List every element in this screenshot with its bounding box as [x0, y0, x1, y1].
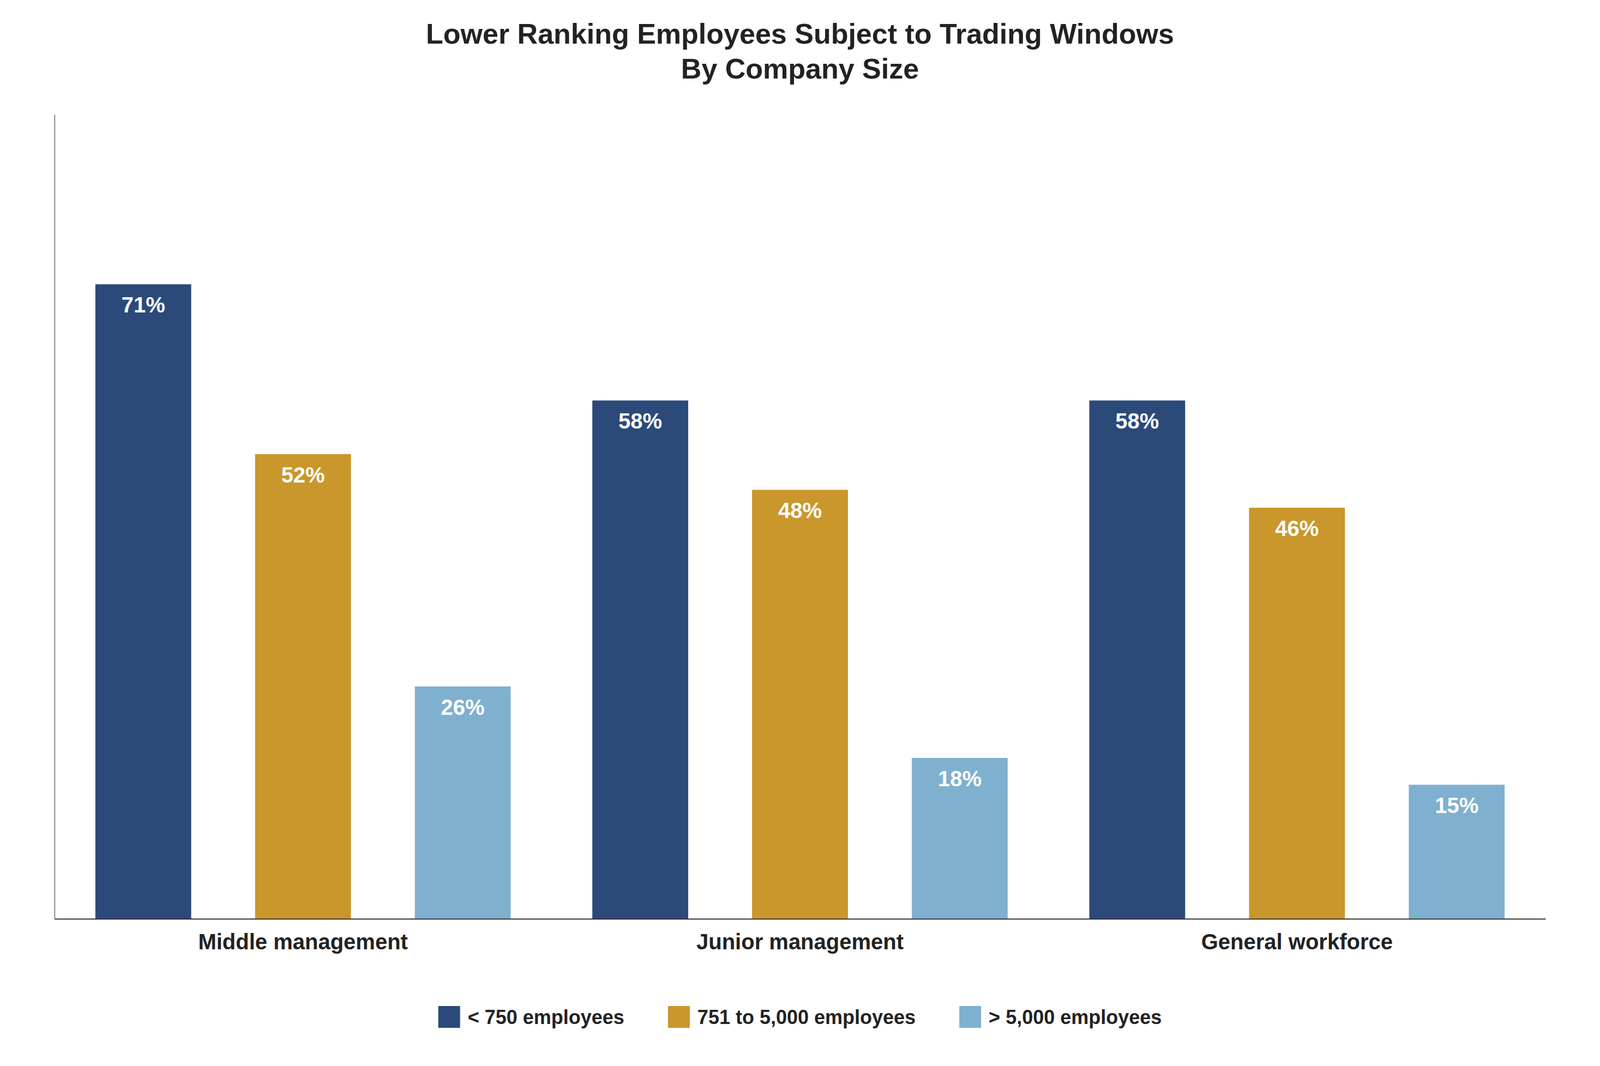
x-tick: General workforce — [1201, 918, 1393, 954]
legend-swatch — [668, 1006, 690, 1028]
legend-label: 751 to 5,000 employees — [697, 1006, 916, 1029]
x-tick: Middle management — [197, 918, 408, 954]
data-label: 52% — [281, 462, 326, 487]
bars — [95, 284, 1505, 919]
legend-label: > 5,000 employees — [988, 1006, 1162, 1029]
title-line: Lower Ranking Employees Subject to Tradi… — [425, 17, 1175, 50]
x-tick: Junior management — [696, 918, 904, 954]
x-tick-label: General workforce — [1201, 929, 1393, 954]
data-label: 58% — [1115, 408, 1159, 433]
legend-swatch — [438, 1006, 461, 1028]
bar — [95, 284, 192, 919]
data-labels: 71% 58% 58% 52% 48% 46% 26% 18% 15% — [121, 292, 1479, 818]
data-label: 58% — [618, 408, 663, 433]
bar — [255, 454, 352, 919]
data-label: 18% — [937, 766, 982, 791]
data-label: 46% — [1274, 516, 1319, 541]
data-label: 26% — [441, 695, 485, 720]
x-tick-label: Junior management — [696, 929, 904, 954]
x-axis: Middle management Junior management Genera… — [55, 918, 1547, 954]
legend-swatch — [959, 1006, 982, 1028]
legend-item: < 750 employees — [438, 1006, 625, 1029]
data-label: 71% — [121, 292, 166, 317]
plot: 71% 58% 58% 52% 48% 46% 26% 18% 15% Middle manage… — [55, 115, 1547, 955]
legend: < 750 employees 751 to 5,000 employees > 5… — [438, 1006, 1163, 1029]
bar — [1248, 507, 1345, 919]
x-tick-label: Middle management — [197, 929, 408, 954]
bar — [414, 686, 511, 919]
legend-item: > 5,000 employees — [959, 1006, 1162, 1029]
bar-series — [95, 284, 1186, 919]
legend-label: < 750 employees — [467, 1006, 625, 1029]
bar — [592, 400, 689, 919]
title-line: By Company Size — [681, 52, 919, 85]
bar — [1089, 400, 1186, 919]
data-label: 48% — [778, 498, 822, 523]
bar — [752, 489, 848, 919]
bar-series — [255, 454, 1345, 919]
y-axis — [54, 115, 56, 920]
legend-item: 751 to 5,000 employees — [668, 1006, 916, 1029]
bar-series — [414, 686, 1505, 919]
y-axis-line — [54, 115, 56, 920]
bar — [911, 758, 1008, 919]
title: Lower Ranking Employees Subject to Tradi… — [425, 17, 1175, 85]
data-label: 15% — [1434, 793, 1479, 818]
bar — [1408, 784, 1505, 919]
chart: Lower Ranking Employees Subject to Tradi… — [0, 0, 1600, 1066]
x-axis-line — [55, 918, 1547, 920]
